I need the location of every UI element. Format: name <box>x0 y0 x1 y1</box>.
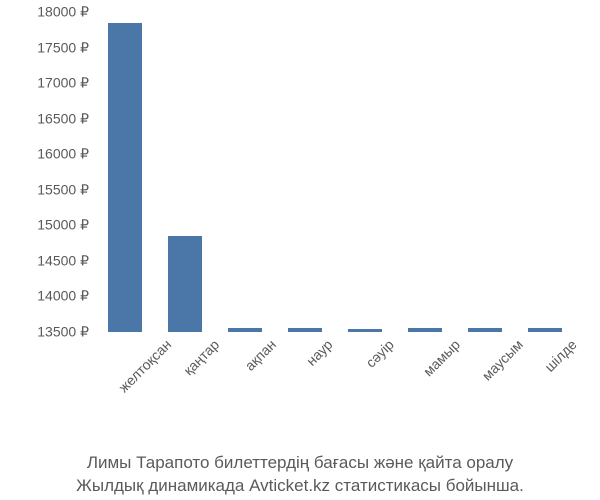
plot-region: 13500 ₽14000 ₽14500 ₽15000 ₽15500 ₽16000… <box>95 12 575 332</box>
x-tick-label: қаңтар <box>176 332 222 378</box>
bar <box>288 328 322 332</box>
x-tick-label: маусым <box>474 332 525 383</box>
bar <box>108 23 142 332</box>
x-tick-label: наур <box>299 332 336 369</box>
y-tick-label: 16500 ₽ <box>37 110 95 127</box>
y-tick-label: 17000 ₽ <box>37 75 95 92</box>
x-tick-label: ақпан <box>237 332 279 374</box>
bar <box>168 236 202 332</box>
caption-line-2: Жылдық динамикада Avticket.kz статистика… <box>0 475 600 498</box>
y-tick-label: 14000 ₽ <box>37 288 95 305</box>
x-tick-label: шілде <box>537 332 580 375</box>
x-tick-label: сəуір <box>358 332 397 371</box>
y-tick-label: 16000 ₽ <box>37 146 95 163</box>
y-tick-label: 18000 ₽ <box>37 4 95 21</box>
bar <box>228 328 262 332</box>
x-tick-label: желтоқсан <box>111 332 174 395</box>
y-tick-label: 15500 ₽ <box>37 181 95 198</box>
y-tick-label: 17500 ₽ <box>37 39 95 56</box>
y-tick-label: 15000 ₽ <box>37 217 95 234</box>
bar <box>528 328 562 332</box>
bar <box>408 328 442 332</box>
y-tick-label: 13500 ₽ <box>37 324 95 341</box>
bar <box>348 329 382 332</box>
caption-line-1: Лимы Тарапото билеттердің бағасы және қа… <box>0 452 600 475</box>
x-tick-label: мамыр <box>416 332 463 379</box>
bar <box>468 328 502 332</box>
y-tick-label: 14500 ₽ <box>37 252 95 269</box>
chart-caption: Лимы Тарапото билеттердің бағасы және қа… <box>0 452 600 498</box>
